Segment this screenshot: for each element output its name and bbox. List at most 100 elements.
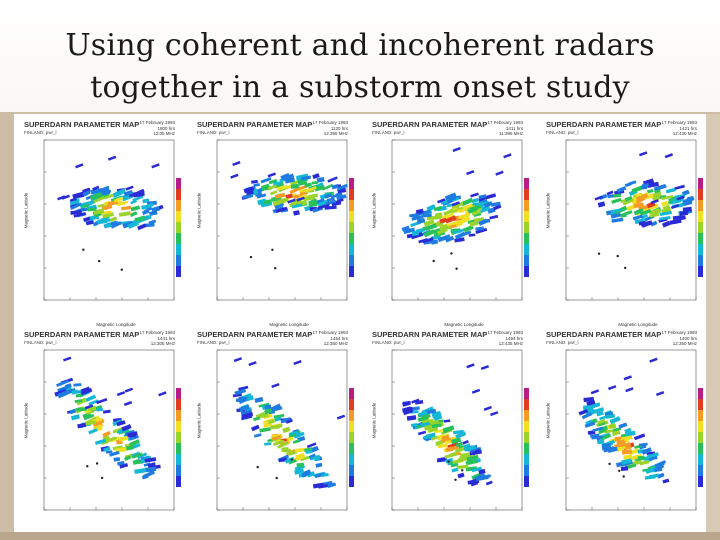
colour-scale-cell <box>698 200 703 211</box>
radar-echo-cell <box>451 201 460 207</box>
radar-echo-cell <box>253 416 261 422</box>
colour-scale-cell <box>176 189 181 200</box>
panel-subtitle: FINLAND: pwr_l <box>372 340 405 345</box>
panel-subtitle: FINLAND: pwr_l <box>197 130 230 135</box>
radar-echo-cell <box>293 431 305 439</box>
radar-echo-cell <box>633 433 646 441</box>
plot-frame <box>43 139 175 301</box>
radar-echo-cell <box>337 183 348 191</box>
radar-echo-cell <box>314 184 325 192</box>
radar-echo-cell <box>620 210 633 218</box>
radar-echo-cell <box>611 208 622 214</box>
radar-echo-cell <box>581 412 593 420</box>
radar-echo-cell <box>324 205 337 210</box>
radar-echo-cell <box>452 206 465 213</box>
radar-echo-cell <box>75 163 84 169</box>
colour-scale-cell <box>176 454 181 465</box>
slide-right-border <box>706 114 720 540</box>
panel-xlabel: Magnetic Longitude <box>444 322 484 327</box>
radar-map-plot <box>391 349 529 511</box>
panel-title: SUPERDARN PARAMETER MAP <box>372 120 488 129</box>
colour-scale-cell <box>349 454 354 465</box>
radar-echo-cell <box>665 187 676 194</box>
radar-echo-cell <box>578 408 589 416</box>
radar-echo-cell <box>592 426 604 433</box>
radar-echo-cell <box>318 484 329 489</box>
panel-title: SUPERDARN PARAMETER MAP <box>24 120 140 129</box>
colour-scale-cell <box>524 211 529 222</box>
radar-echo-cell <box>478 218 488 226</box>
radar-echo-cell <box>649 357 658 363</box>
radar-echo-cell <box>288 450 298 456</box>
radar-echo-cell <box>304 186 317 193</box>
radar-echo-cell <box>112 445 123 451</box>
slide-title-line-1: Using coherent and incoherent radars <box>65 28 655 63</box>
radar-echo-cell <box>676 215 686 222</box>
radar-echo-cell <box>683 200 693 206</box>
radar-echo-cell <box>664 153 674 159</box>
radar-echo-cell <box>124 455 132 462</box>
radar-echo-cell <box>621 458 632 465</box>
radar-echo-cell <box>316 177 325 183</box>
radar-echo-cell <box>613 193 622 198</box>
radar-echo-cell <box>330 193 338 199</box>
radar-echo-cell <box>273 439 285 447</box>
radar-echo-cell <box>641 221 653 228</box>
radar-echo-cell <box>425 408 437 415</box>
radar-echo-cell <box>401 225 410 232</box>
station-marker <box>100 476 104 480</box>
radar-echo-cell <box>437 457 446 461</box>
station-marker <box>447 460 450 463</box>
radar-echo-cell <box>251 179 258 184</box>
colour-scale-cell <box>349 255 354 266</box>
radar-echo-cell <box>241 415 250 421</box>
radar-echo-cell <box>336 414 346 420</box>
radar-echo-cell <box>450 224 459 228</box>
radar-echo-cell <box>645 466 658 475</box>
radar-echo-cell <box>640 213 648 220</box>
radar-echo-cell <box>623 375 632 381</box>
radar-echo-cell <box>282 173 295 181</box>
radar-echo-cell <box>447 442 459 449</box>
colour-scale-cell <box>524 388 529 399</box>
radar-echo-cell <box>296 196 305 202</box>
radar-echo-cell <box>257 414 269 419</box>
radar-echo-cell <box>121 424 132 432</box>
radar-echo-cell <box>426 204 436 212</box>
colour-scale-cell <box>524 476 529 487</box>
radar-echo-cell <box>606 190 614 196</box>
radar-echo-cell <box>113 457 121 462</box>
station-marker <box>450 252 453 255</box>
colour-scale-cell <box>524 200 529 211</box>
radar-echo-cell <box>96 398 108 405</box>
panel-title: SUPERDARN PARAMETER MAP <box>197 330 313 339</box>
radar-echo-cell <box>480 207 491 214</box>
radar-echo-cell <box>460 197 474 207</box>
radar-map-panel-7: SUPERDARN PARAMETER MAP 17 February 1993… <box>364 328 537 538</box>
radar-echo-cell <box>670 219 679 225</box>
radar-echo-cell <box>410 232 423 240</box>
plot-frame <box>216 139 348 301</box>
colour-scale-cell <box>524 266 529 277</box>
radar-echo-cell <box>656 472 665 479</box>
station-marker <box>616 254 619 258</box>
radar-map-plot <box>565 349 703 511</box>
radar-echo-cell <box>269 425 277 430</box>
radar-echo-cell <box>238 396 247 404</box>
radar-echo-cell <box>670 204 680 210</box>
radar-echo-cell <box>326 197 335 202</box>
colour-scale-cell <box>698 410 703 421</box>
radar-echo-cell <box>600 433 612 441</box>
radar-map-plot <box>43 349 181 511</box>
radar-echo-cell <box>267 172 276 178</box>
panel-subtitle: FINLAND: pwr_l <box>546 130 579 135</box>
radar-echo-cell <box>127 220 140 229</box>
radar-echo-cell <box>113 196 124 203</box>
radar-echo-cell <box>295 447 307 453</box>
colour-scale-cell <box>349 388 354 399</box>
radar-echo-cell <box>655 390 665 397</box>
radar-echo-cell <box>71 389 79 395</box>
radar-echo-cell <box>639 460 650 466</box>
colour-scale-cell <box>349 465 354 476</box>
radar-echo-cell <box>288 459 297 465</box>
